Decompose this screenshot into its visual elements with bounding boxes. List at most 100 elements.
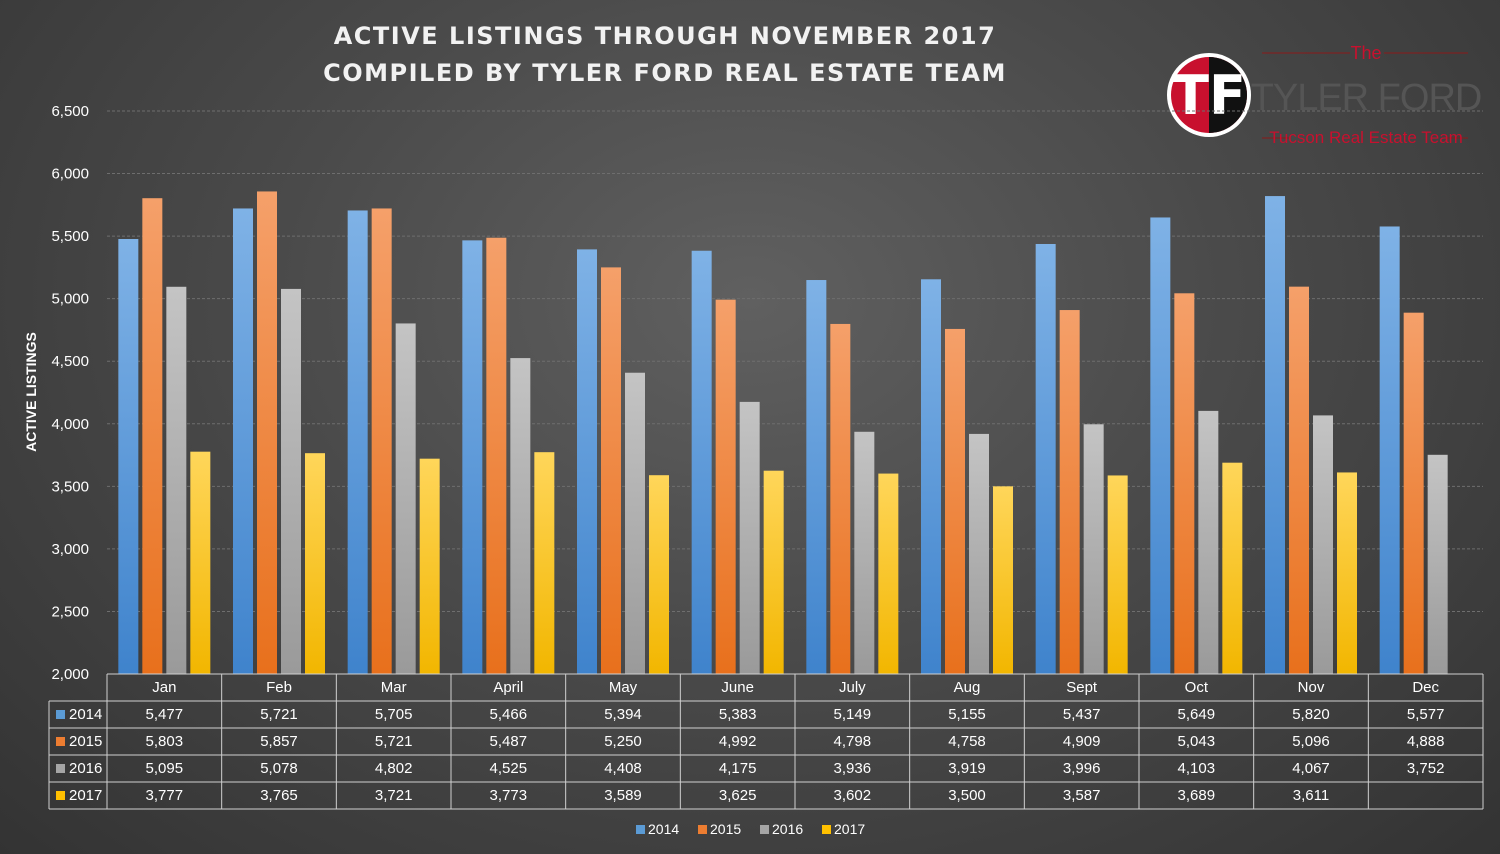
data-label: 5,383 <box>719 706 757 723</box>
bar-2014-aug <box>921 279 941 674</box>
bar-2016-june <box>739 401 760 674</box>
data-label: 3,589 <box>604 787 642 804</box>
data-label: 4,067 <box>1292 760 1330 777</box>
data-label: 3,721 <box>375 787 413 804</box>
bar-2015-mar <box>371 208 392 675</box>
bar-2017-sept <box>1107 475 1128 674</box>
bar-2016-july <box>854 431 875 674</box>
data-label: 5,394 <box>604 706 642 723</box>
table-legend-key-2014 <box>56 710 65 719</box>
data-label: 5,466 <box>490 706 528 723</box>
data-label: 3,689 <box>1178 787 1216 804</box>
data-label: 3,996 <box>1063 760 1101 777</box>
y-tick-label: 5,500 <box>51 228 89 245</box>
bar-2014-mar <box>347 210 368 675</box>
bar-2017-oct <box>1222 462 1243 674</box>
y-tick-label: 4,500 <box>51 353 89 370</box>
y-tick-label: 2,500 <box>51 603 89 620</box>
bar-2016-dec <box>1427 454 1448 674</box>
bar-2014-jan <box>118 238 139 675</box>
bar-2016-april <box>510 358 531 674</box>
data-label: 5,250 <box>604 733 642 750</box>
data-label: 3,602 <box>834 787 872 804</box>
bar-2015-aug <box>945 328 965 674</box>
table-series-name: 2016 <box>69 760 102 777</box>
bar-2014-april <box>462 240 483 675</box>
data-label: 5,721 <box>375 733 413 750</box>
data-label: 4,888 <box>1407 733 1445 750</box>
bar-2017-jan <box>190 451 211 674</box>
bar-2016-jan <box>166 286 187 674</box>
bar-2015-jan <box>142 198 163 674</box>
x-tick-label: Feb <box>266 679 292 696</box>
table-legend-key-2015 <box>56 737 65 746</box>
plot-area <box>118 191 1448 675</box>
legend-key-2016 <box>760 825 769 834</box>
bar-2014-sept <box>1035 243 1056 675</box>
x-tick-label: July <box>839 679 866 696</box>
data-label: 5,437 <box>1063 706 1101 723</box>
data-table: Jan Feb Mar April May June July Aug Sept Oct Nov De… <box>48 673 1484 810</box>
data-label: 3,587 <box>1063 787 1101 804</box>
bar-2014-june <box>691 250 712 674</box>
bar-2016-mar <box>395 323 416 674</box>
legend-key-2015 <box>698 825 707 834</box>
table-legend-key-2016 <box>56 764 65 773</box>
data-label: 4,798 <box>834 733 872 750</box>
bar-2016-oct <box>1198 410 1219 674</box>
bar-2014-nov <box>1265 196 1285 674</box>
x-tick-label: April <box>493 679 523 696</box>
logo-monogram: TF <box>1172 64 1246 127</box>
logo-badge-half <box>1209 57 1247 133</box>
bar-2016-aug <box>969 433 989 674</box>
bar-2014-oct <box>1150 217 1171 675</box>
bar-2016-feb <box>281 288 301 674</box>
data-label: 5,803 <box>146 733 184 750</box>
bar-2015-june <box>715 299 736 674</box>
legend-key-2014 <box>636 825 645 834</box>
data-label: 3,919 <box>948 760 986 777</box>
x-tick-label: Jan <box>152 679 176 696</box>
legend: 2014 2015 2016 2017 <box>636 821 865 837</box>
data-label: 5,705 <box>375 706 413 723</box>
data-label: 5,721 <box>260 706 298 723</box>
legend-label: 2017 <box>834 821 865 837</box>
bar-2017-nov <box>1337 472 1357 674</box>
logo: TF The TYLER FORD Tucson Real Estate Tea… <box>1167 43 1482 147</box>
data-label: 5,857 <box>260 733 298 750</box>
y-tick-label: 3,500 <box>51 478 89 495</box>
bar-2014-july <box>806 280 827 674</box>
bar-2015-sept <box>1059 310 1080 674</box>
bar-2017-april <box>534 452 555 674</box>
legend-label: 2015 <box>710 821 741 837</box>
logo-the: The <box>1350 43 1381 63</box>
bar-2015-nov <box>1289 286 1309 674</box>
bar-2014-dec <box>1379 226 1400 675</box>
bar-2015-may <box>601 267 621 674</box>
data-label: 5,043 <box>1178 733 1216 750</box>
logo-name: TYLER FORD <box>1251 77 1482 119</box>
bar-2015-feb <box>257 191 277 674</box>
bar-2017-aug <box>993 486 1013 674</box>
bar-2015-oct <box>1174 293 1195 674</box>
logo-tagline: Tucson Real Estate Team <box>1269 128 1463 147</box>
chart-title-line-2: COMPILED BY TYLER FORD REAL ESTATE TEAM <box>323 59 1007 87</box>
x-tick-label: May <box>609 679 638 696</box>
table-series-name: 2015 <box>69 733 102 750</box>
table-series-name: 2017 <box>69 787 102 804</box>
x-tick-label: Nov <box>1298 679 1325 696</box>
y-axis: 2,000 2,500 3,000 3,500 4,000 4,500 5,000 5,500… <box>51 103 1483 683</box>
data-label: 4,992 <box>719 733 757 750</box>
data-label: 5,149 <box>834 706 872 723</box>
bar-2014-may <box>577 249 597 674</box>
x-tick-label: Mar <box>381 679 407 696</box>
bar-2017-feb <box>305 453 325 674</box>
data-label: 3,500 <box>948 787 986 804</box>
legend-label: 2014 <box>648 821 679 837</box>
bar-2014-feb <box>233 208 253 675</box>
y-tick-label: 6,500 <box>51 103 89 120</box>
y-tick-label: 3,000 <box>51 541 89 558</box>
data-label: 4,758 <box>948 733 986 750</box>
x-tick-label: Dec <box>1412 679 1439 696</box>
